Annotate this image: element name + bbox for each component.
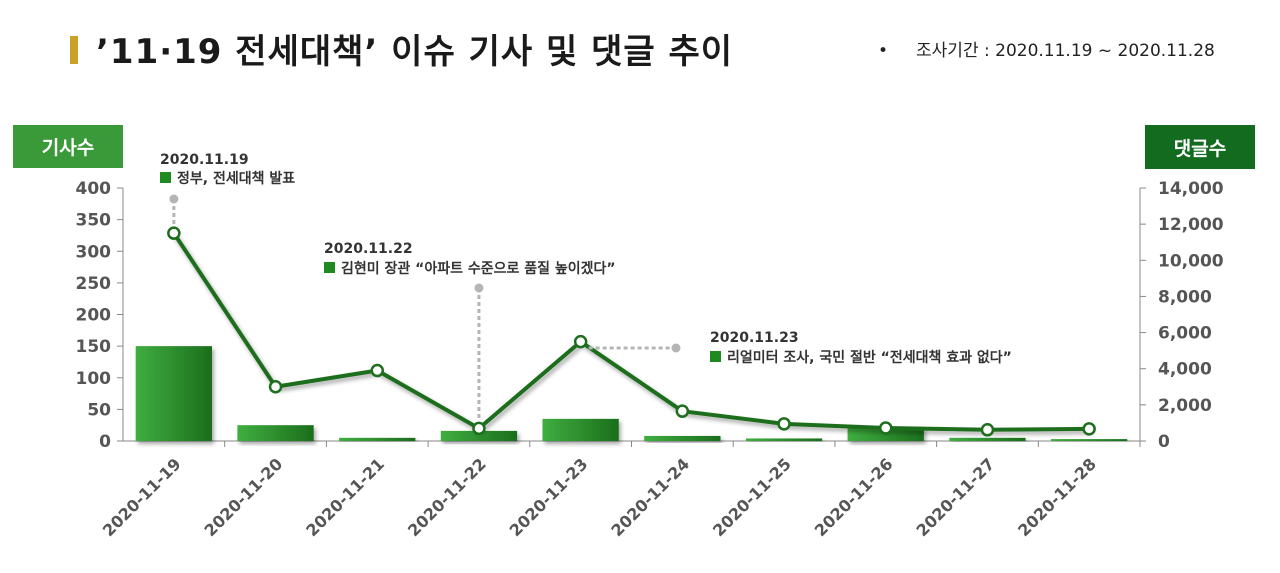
annotation-connector-dot: [671, 343, 681, 353]
right-tick-label: 2,000: [1158, 396, 1212, 416]
right-axis-badge: 댓글수: [1145, 125, 1255, 169]
right-tick-label: 12,000: [1158, 215, 1224, 235]
line-point-comment-count: [472, 421, 486, 436]
x-tick-label: 2020-11-25: [709, 454, 795, 540]
x-tick-label: 2020-11-23: [506, 454, 592, 540]
page-title: ’11·19 전세대책’ 이슈 기사 및 댓글 추이: [96, 32, 734, 72]
left-tick-label: 350: [76, 211, 112, 231]
x-tick-label: 2020-11-24: [607, 454, 693, 540]
annotation-text: 정부, 전세대책 발표: [177, 170, 295, 187]
left-tick-label: 150: [76, 337, 112, 357]
annotation-connector-dot: [474, 283, 484, 293]
line-point-comment-count: [370, 363, 384, 378]
annotation-connector-dot: [169, 194, 179, 204]
line-point-comment-count: [573, 334, 588, 349]
left-axis-badge: 기사수: [13, 125, 123, 168]
line-point-comment-count: [167, 226, 181, 240]
x-tick-label: 2020-11-20: [201, 454, 287, 540]
line-point-comment-count: [777, 417, 791, 431]
bar-article-count: [135, 346, 212, 441]
line-point-comment-count: [675, 404, 690, 418]
right-tick-label: 0: [1158, 432, 1170, 452]
left-tick-label: 100: [76, 369, 112, 389]
annotation-marker: [160, 172, 171, 183]
right-tick-label: 4,000: [1158, 360, 1212, 380]
left-tick-label: 50: [87, 400, 111, 420]
bar-article-count: [1051, 439, 1128, 441]
line-point-comment-count: [1082, 422, 1096, 436]
annotation-text: 김현미 장관 “아파트 수준으로 품질 높이겠다”: [341, 260, 616, 277]
bar-article-count: [440, 430, 518, 441]
right-tick-label: 6,000: [1158, 324, 1212, 344]
annotation-date: 2020.11.23: [710, 330, 799, 346]
left-tick-label: 200: [76, 306, 112, 326]
bar-article-count: [542, 418, 619, 441]
left-tick-label: 400: [76, 179, 112, 199]
bar-article-count: [745, 438, 823, 441]
x-tick-label: 2020-11-28: [1014, 454, 1100, 540]
x-tick-label: 2020-11-26: [811, 454, 897, 540]
left-tick-label: 300: [76, 242, 112, 262]
annotation-marker: [710, 351, 721, 362]
x-tick-label: 2020-11-22: [404, 454, 490, 540]
line-point-comment-count: [879, 421, 893, 435]
title-accent-bar: [70, 36, 78, 64]
left-tick-label: 0: [99, 432, 111, 452]
x-tick-label: 2020-11-21: [302, 454, 388, 540]
annotation-marker: [324, 262, 335, 273]
line-point-comment-count: [268, 380, 283, 394]
bar-article-count: [644, 435, 721, 441]
survey-period: • 조사기간 : 2020.11.19 ~ 2020.11.28: [878, 36, 1215, 61]
right-tick-label: 8,000: [1158, 287, 1212, 307]
bar-article-count: [339, 437, 416, 441]
line-point-comment-count: [980, 423, 995, 437]
line-comment-count: [172, 232, 1090, 432]
right-tick-label: 10,000: [1158, 251, 1224, 271]
annotation-date: 2020.11.22: [324, 241, 413, 257]
right-tick-label: 14,000: [1158, 179, 1224, 199]
annotation-date: 2020.11.19: [160, 152, 249, 168]
period-bullet: •: [878, 41, 889, 61]
annotation-text: 리얼미터 조사, 국민 절반 “전세대책 효과 없다”: [727, 349, 1012, 366]
left-tick-label: 250: [76, 274, 112, 294]
bar-article-count: [237, 425, 314, 441]
x-tick-label: 2020-11-19: [99, 454, 185, 540]
x-tick-label: 2020-11-27: [912, 454, 998, 540]
bar-article-count: [949, 437, 1026, 441]
period-text: 조사기간 : 2020.11.19 ~ 2020.11.28: [916, 41, 1215, 61]
